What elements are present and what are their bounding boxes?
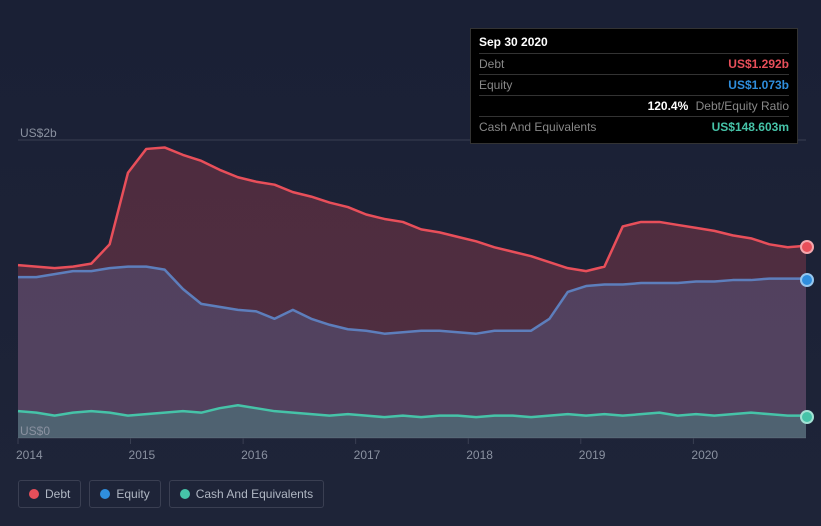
x-axis-label: 2019 [579,448,606,462]
chart-tooltip: Sep 30 2020 Debt US$1.292b Equity US$1.073b… [470,28,798,144]
tooltip-row: Cash And Equivalents US$148.603m [479,116,789,137]
y-axis-label: US$0 [20,424,50,438]
legend-dot-icon [100,489,110,499]
legend-dot-icon [180,489,190,499]
tooltip-row-value: US$1.073b [728,78,789,92]
x-axis-label: 2017 [354,448,381,462]
x-axis-label: 2016 [241,448,268,462]
debt-equity-chart: Sep 30 2020 Debt US$1.292b Equity US$1.073b… [0,0,821,526]
x-axis-label: 2020 [691,448,718,462]
tooltip-row-value: US$1.292b [728,57,789,71]
legend-item[interactable]: Cash And Equivalents [169,480,324,508]
tooltip-row: Debt US$1.292b [479,53,789,74]
series-end-marker [800,273,814,287]
tooltip-row-extra: Debt/Equity Ratio [692,99,789,113]
tooltip-rows: Debt US$1.292b Equity US$1.073b 120.4% Debt/… [479,53,789,137]
chart-legend: Debt Equity Cash And Equivalents [18,480,324,508]
tooltip-row: 120.4% Debt/Equity Ratio [479,95,789,116]
tooltip-row-label: Cash And Equivalents [479,120,596,134]
tooltip-row: Equity US$1.073b [479,74,789,95]
legend-item-label: Equity [116,487,149,501]
tooltip-row-value: US$148.603m [712,120,789,134]
legend-item-label: Debt [45,487,70,501]
y-axis-label: US$2b [20,126,57,140]
tooltip-row-label: Debt [479,57,504,71]
legend-item-label: Cash And Equivalents [196,487,313,501]
tooltip-date: Sep 30 2020 [479,35,789,49]
series-end-marker [800,240,814,254]
series-end-marker [800,410,814,424]
x-axis-label: 2018 [466,448,493,462]
tooltip-row-value: 120.4% [648,99,689,113]
legend-item[interactable]: Debt [18,480,81,508]
legend-item[interactable]: Equity [89,480,160,508]
x-axis-label: 2014 [16,448,43,462]
tooltip-row-label: Equity [479,78,512,92]
legend-dot-icon [29,489,39,499]
x-axis-label: 2015 [129,448,156,462]
